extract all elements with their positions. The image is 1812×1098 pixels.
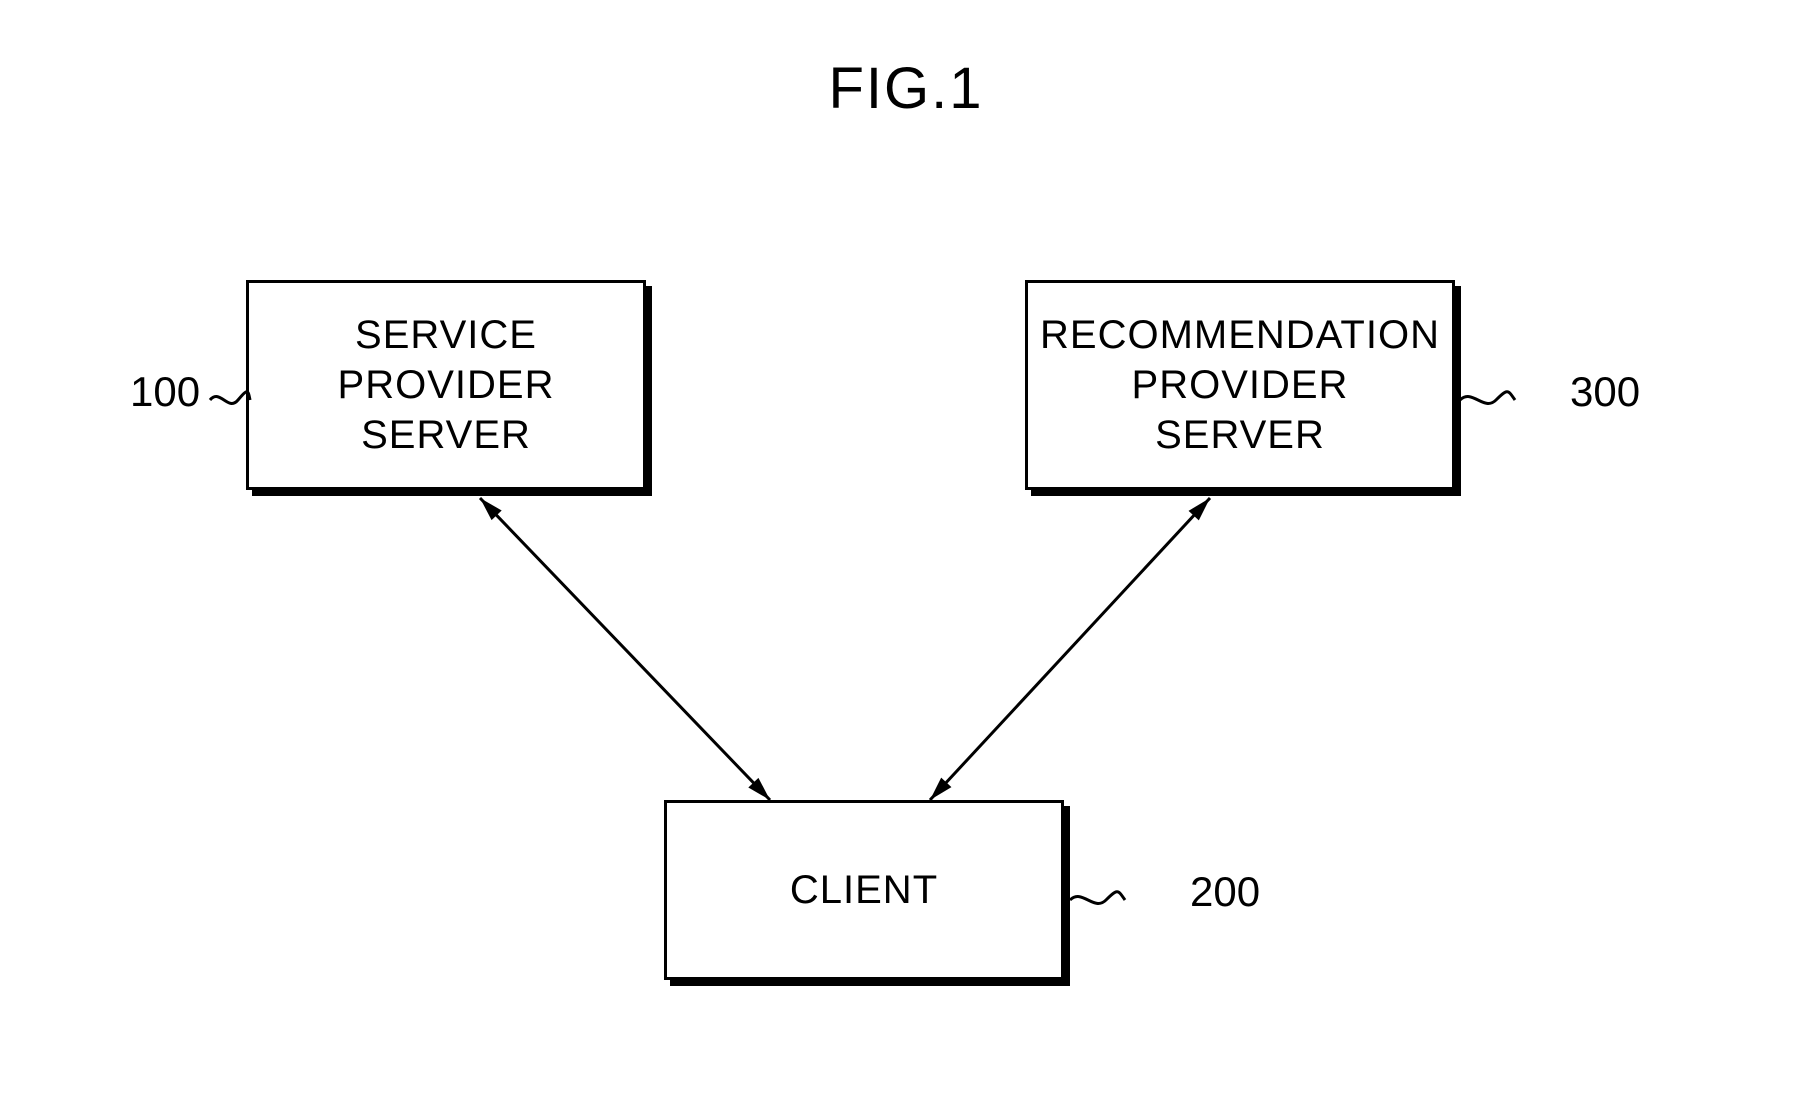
squiggle-300 bbox=[1460, 392, 1515, 404]
client-box-label: CLIENT bbox=[790, 865, 938, 915]
recommendation-provider-server-box: RECOMMENDATION PROVIDER SERVER bbox=[1025, 280, 1455, 490]
squiggle-100 bbox=[210, 392, 250, 404]
ref-100: 100 bbox=[130, 368, 200, 416]
ref-300: 300 bbox=[1570, 368, 1640, 416]
service-box-label: SERVICE PROVIDER SERVER bbox=[338, 310, 555, 460]
arrow-recommendation-client bbox=[930, 498, 1210, 800]
squiggle-200 bbox=[1070, 892, 1125, 904]
service-provider-server-box: SERVICE PROVIDER SERVER bbox=[246, 280, 646, 490]
figure-stage: FIG.1 SERVICE PROVIDER SERVER 100 RECOMM… bbox=[0, 0, 1812, 1098]
arrow-service-client bbox=[480, 498, 770, 800]
ref-200: 200 bbox=[1190, 868, 1260, 916]
client-box: CLIENT bbox=[664, 800, 1064, 980]
figure-title: FIG.1 bbox=[0, 55, 1812, 122]
recommendation-box-label: RECOMMENDATION PROVIDER SERVER bbox=[1040, 310, 1440, 460]
